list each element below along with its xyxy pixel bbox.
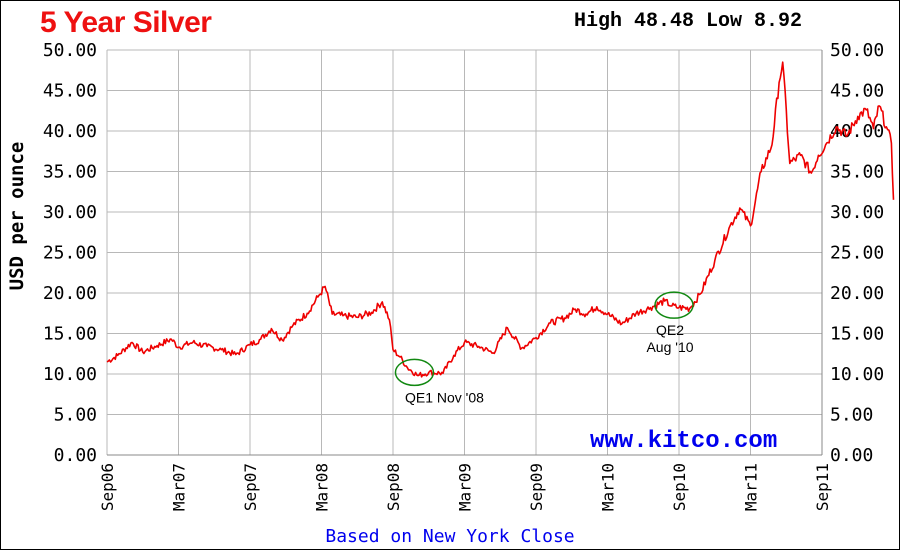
y-tick-label-right: 40.00: [830, 121, 884, 142]
x-tick-label: Sep08: [384, 463, 403, 511]
y-tick-label-left: 35.00: [43, 162, 97, 183]
x-tick-label: Mar11: [742, 463, 761, 511]
x-tick-label: Sep06: [98, 463, 117, 511]
y-tick-label-left: 20.00: [43, 283, 97, 304]
x-tick-label: Mar10: [599, 463, 618, 511]
x-tick-label: Sep09: [527, 463, 546, 511]
y-tick-label-left: 25.00: [43, 243, 97, 264]
x-tick-label: Sep11: [813, 463, 832, 511]
y-tick-label-left: 15.00: [43, 324, 97, 345]
y-tick-label-right: 0.00: [830, 445, 873, 466]
y-tick-label-left: 5.00: [54, 405, 97, 426]
y-ticks-right: 0.00 5.00 10.00 15.00 20.00 25.00 30.00 35.00 40…: [830, 40, 884, 466]
annotation-label: Aug '10: [646, 339, 693, 355]
y-tick-label-left: 0.00: [54, 445, 97, 466]
y-tick-label-right: 10.00: [830, 364, 884, 385]
annotation-label: QE1 Nov '08: [405, 389, 484, 405]
y-tick-label-right: 30.00: [830, 202, 884, 223]
y-tick-label-left: 40.00: [43, 121, 97, 142]
price-series: [106, 61, 895, 378]
y-tick-label-left: 50.00: [43, 40, 97, 61]
annotation-label: QE2: [656, 322, 684, 338]
y-ticks-left: 0.00 5.00 10.00 15.00 20.00 25.00 30.00 35.00 40…: [43, 40, 97, 466]
y-tick-label-left: 30.00: [43, 202, 97, 223]
x-axis-caption: Based on New York Close: [325, 526, 575, 547]
y-tick-label-right: 15.00: [830, 324, 884, 345]
y-tick-label-right: 25.00: [830, 243, 884, 264]
y-tick-label-left: 10.00: [43, 364, 97, 385]
y-tick-label-right: 5.00: [830, 405, 873, 426]
plot-border: [107, 50, 823, 456]
y-tick-label-right: 50.00: [830, 40, 884, 61]
y-tick-label-left: 45.00: [43, 81, 97, 102]
x-tick-label: Sep07: [241, 463, 260, 511]
x-ticks: Sep06 Mar07 Sep07 Mar08 Sep08 Mar09 Sep09 Mar10…: [98, 463, 832, 511]
y-tick-label-right: 45.00: [830, 81, 884, 102]
x-tick-label: Mar08: [313, 463, 332, 511]
x-tick-label: Mar07: [170, 463, 189, 511]
chart-title: 5 Year Silver: [40, 6, 212, 39]
high-low-readout: High 48.48 Low 8.92: [574, 10, 803, 33]
x-tick-label: Sep10: [670, 463, 689, 511]
y-tick-label-right: 20.00: [830, 283, 884, 304]
annotation-circle: [394, 358, 435, 387]
annotation-circle: [654, 291, 694, 319]
y-tick-label-right: 35.00: [830, 162, 884, 183]
x-tick-label: Mar09: [456, 463, 475, 511]
price-line: [106, 61, 895, 378]
watermark-link[interactable]: www.kitco.com: [590, 428, 778, 455]
